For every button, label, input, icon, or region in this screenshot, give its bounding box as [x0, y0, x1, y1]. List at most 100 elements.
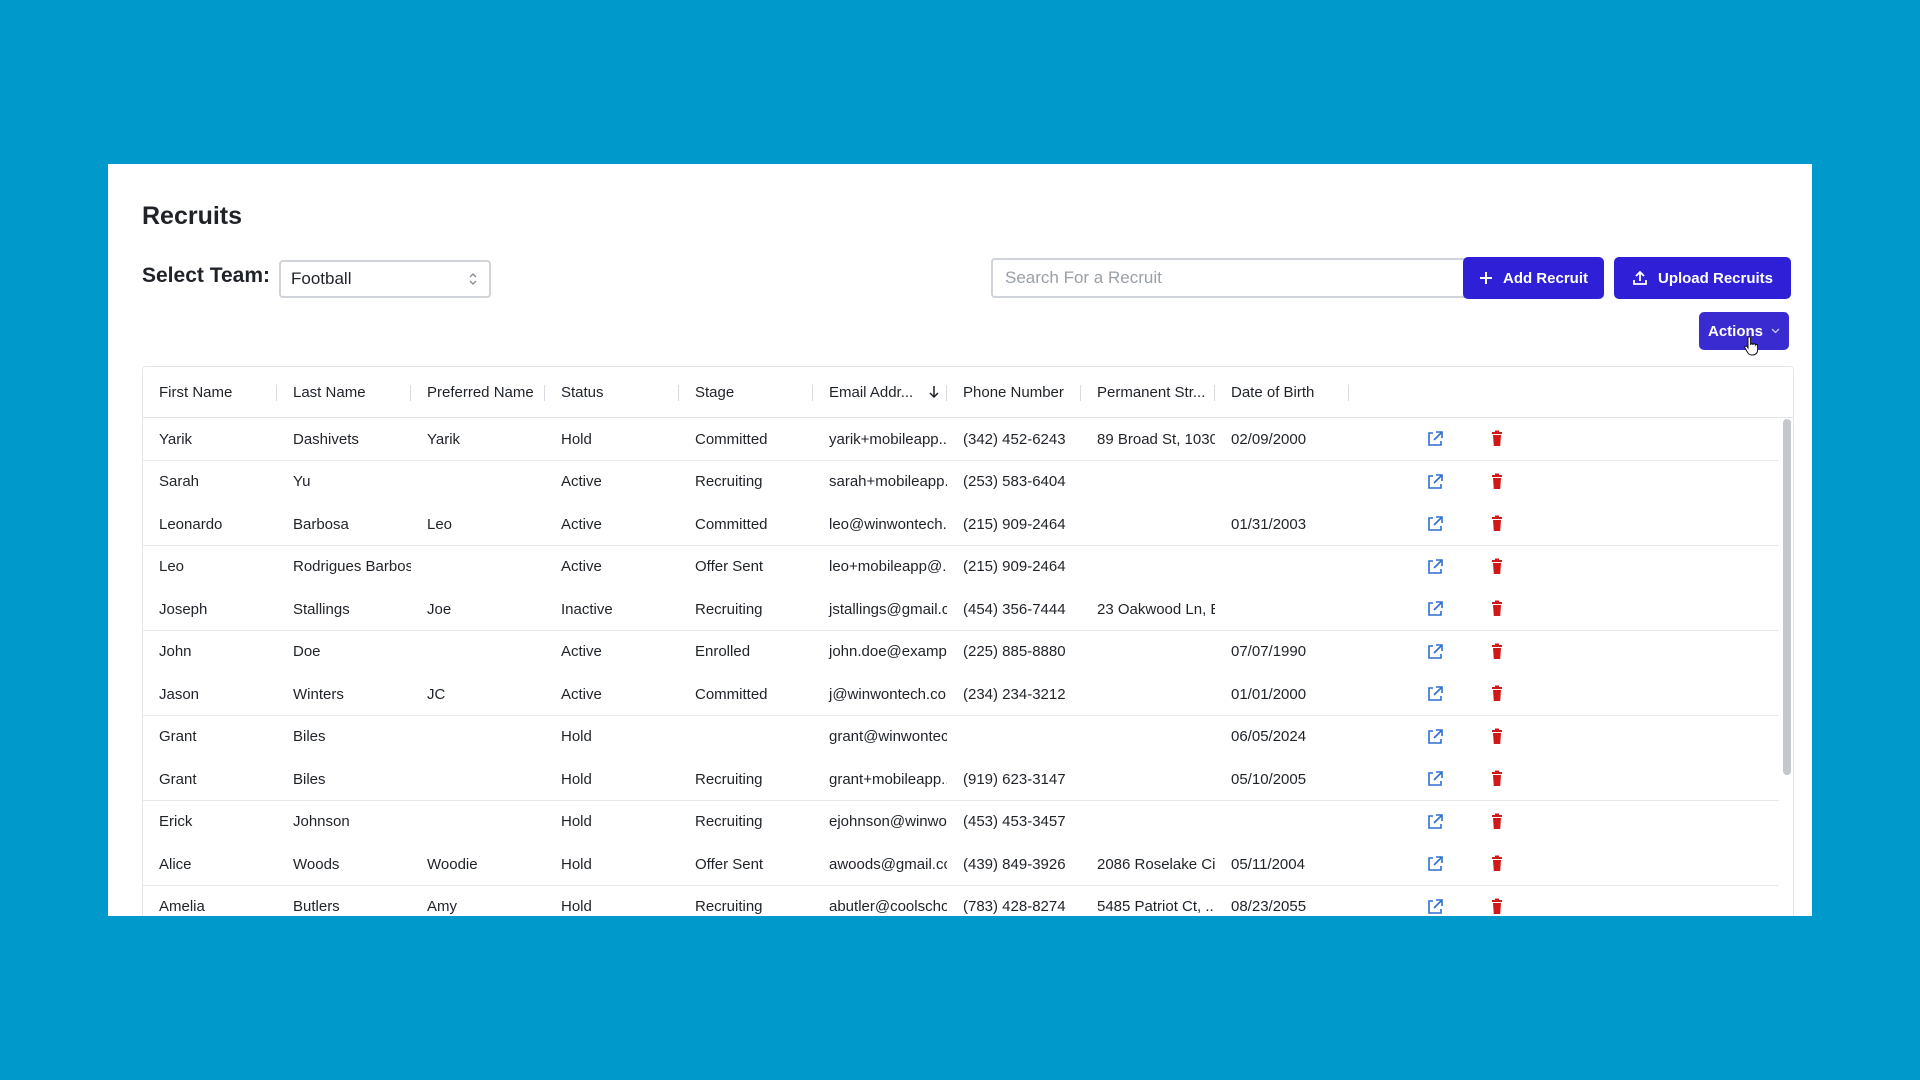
column-header-permanent-str[interactable]: Permanent Str... [1081, 367, 1215, 417]
table-row[interactable]: Alice Woods Woodie Hold Offer Sent awoods@gma… [143, 843, 1779, 886]
trash-icon[interactable] [1487, 557, 1507, 577]
cell-last-name: Woods [293, 855, 340, 873]
cell-phone-number: (215) 909-2464 [963, 515, 1066, 533]
cell-phone-number: (919) 623-3147 [963, 770, 1066, 788]
column-separator[interactable] [946, 385, 947, 401]
vertical-scrollbar[interactable] [1783, 419, 1791, 775]
trash-icon[interactable] [1487, 684, 1507, 704]
cell-date-of-birth: 01/31/2003 [1231, 515, 1307, 533]
open-external-icon[interactable] [1425, 769, 1445, 789]
column-separator[interactable] [544, 385, 545, 401]
cell-stage [679, 716, 813, 758]
open-external-icon[interactable] [1425, 854, 1445, 874]
cell-status: Hold [561, 855, 592, 873]
cell-date-of-birth [1215, 546, 1349, 588]
open-external-icon[interactable] [1425, 599, 1445, 619]
open-external-icon[interactable] [1425, 557, 1445, 577]
column-separator[interactable] [1080, 385, 1081, 401]
trash-icon[interactable] [1487, 897, 1507, 917]
column-header-label: Permanent Str... [1097, 383, 1206, 401]
cell-phone-number: (253) 583-6404 [963, 473, 1066, 490]
team-select-value: Football [291, 269, 352, 288]
cell-status: Active [561, 473, 602, 490]
table-row[interactable]: Amelia Butlers Amy Hold Recruiting abutler@co… [143, 885, 1779, 917]
open-external-icon[interactable] [1425, 812, 1445, 832]
table-row[interactable]: Grant Biles Hold Recruiting grant+mobileapp.… [143, 758, 1779, 801]
table-row[interactable]: Grant Biles Hold grant@winwontec... 06/05/20… [143, 715, 1779, 759]
page-title: Recruits [142, 202, 243, 230]
table-header: First Name Last Name Preferred Name Status S… [143, 367, 1793, 418]
cell-status: Active [561, 685, 602, 703]
open-external-icon[interactable] [1425, 642, 1445, 662]
cell-stage: Committed [695, 515, 768, 533]
cell-date-of-birth: 07/07/1990 [1231, 643, 1307, 660]
column-separator[interactable] [1348, 385, 1349, 401]
open-external-icon[interactable] [1425, 684, 1445, 704]
open-external-icon[interactable] [1425, 897, 1445, 917]
trash-icon[interactable] [1487, 812, 1507, 832]
column-separator[interactable] [410, 385, 411, 401]
actions-dropdown-button[interactable]: Actions [1699, 312, 1789, 350]
column-header-date-of-birth[interactable]: Date of Birth [1215, 367, 1349, 417]
column-separator[interactable] [276, 385, 277, 401]
cell-email-addr: j@winwontech.com [829, 685, 947, 703]
table-row[interactable]: Erick Johnson Hold Recruiting ejohnson@winwo… [143, 800, 1779, 844]
cell-last-name: Stallings [293, 600, 350, 618]
column-separator[interactable] [678, 385, 679, 401]
cell-preferred-name [411, 758, 545, 800]
cell-date-of-birth: 05/11/2004 [1231, 855, 1305, 873]
team-select[interactable]: Football [279, 260, 491, 298]
table-row[interactable]: Jason Winters JC Active Committed j@winwontec… [143, 673, 1779, 716]
table-row[interactable]: Sarah Yu Active Recruiting sarah+mobileapp..… [143, 460, 1779, 504]
cell-first-name: Leonardo [159, 515, 223, 533]
cell-email-addr: awoods@gmail.com [829, 855, 947, 873]
cell-date-of-birth: 06/05/2024 [1231, 728, 1307, 745]
column-header-last-name[interactable]: Last Name [277, 367, 411, 417]
trash-icon[interactable] [1487, 854, 1507, 874]
cell-last-name: Biles [293, 770, 326, 788]
table-row[interactable]: Yarik Dashivets Yarik Hold Committed yarik+mo… [143, 418, 1779, 461]
sort-descending-icon[interactable] [927, 385, 941, 399]
open-external-icon[interactable] [1425, 429, 1445, 449]
cell-date-of-birth [1215, 801, 1349, 843]
cell-last-name: Rodrigues Barbosa [293, 558, 411, 575]
column-header-status[interactable]: Status [545, 367, 679, 417]
column-header-preferred-name[interactable]: Preferred Name [411, 367, 545, 417]
cell-phone-number: (453) 453-3457 [963, 813, 1066, 830]
cell-last-name: Doe [293, 643, 321, 660]
cell-last-name: Barbosa [293, 515, 349, 533]
cell-phone-number: (225) 885-8880 [963, 643, 1066, 660]
cell-status: Hold [561, 813, 592, 830]
open-external-icon[interactable] [1425, 514, 1445, 534]
column-separator[interactable] [1214, 385, 1215, 401]
trash-icon[interactable] [1487, 642, 1507, 662]
column-header-label: First Name [159, 383, 233, 401]
recruits-table: First Name Last Name Preferred Name Status S… [142, 366, 1794, 916]
column-separator[interactable] [812, 385, 813, 401]
column-header-phone-number[interactable]: Phone Number [947, 367, 1081, 417]
table-row[interactable]: Joseph Stallings Joe Inactive Recruiting jsta… [143, 588, 1779, 631]
open-external-icon[interactable] [1425, 727, 1445, 747]
cell-stage: Enrolled [695, 643, 751, 660]
table-row[interactable]: John Doe Active Enrolled john.doe@exampl... (… [143, 630, 1779, 674]
cell-date-of-birth [1215, 461, 1349, 503]
cell-preferred-name [411, 461, 545, 503]
column-header-stage[interactable]: Stage [679, 367, 813, 417]
column-header-first-name[interactable]: First Name [143, 367, 277, 417]
open-external-icon[interactable] [1425, 472, 1445, 492]
add-recruit-button[interactable]: Add Recruit [1463, 257, 1604, 299]
column-header-email-addr[interactable]: Email Addr... [813, 367, 947, 417]
cell-stage: Recruiting [695, 898, 763, 915]
table-row[interactable]: Leo Rodrigues Barbosa Active Offer Sent leo+… [143, 545, 1779, 589]
trash-icon[interactable] [1487, 727, 1507, 747]
trash-icon[interactable] [1487, 599, 1507, 619]
actions-label: Actions [1707, 322, 1763, 340]
trash-icon[interactable] [1487, 472, 1507, 492]
trash-icon[interactable] [1487, 769, 1507, 789]
table-row[interactable]: Leonardo Barbosa Leo Active Committed leo@win… [143, 503, 1779, 546]
upload-recruits-button[interactable]: Upload Recruits [1614, 257, 1791, 299]
cell-status: Hold [561, 430, 592, 448]
trash-icon[interactable] [1487, 429, 1507, 449]
trash-icon[interactable] [1487, 514, 1507, 534]
cell-permanent-str [1081, 716, 1215, 758]
